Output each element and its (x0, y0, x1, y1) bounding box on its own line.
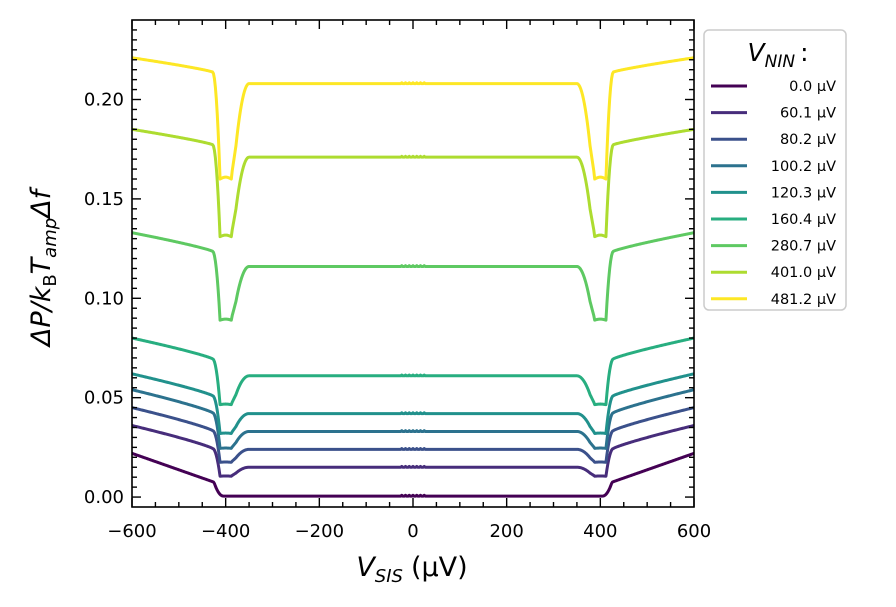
x-tick-label: 200 (489, 521, 523, 542)
series-line-4 (132, 372, 694, 435)
x-axis-unit: (µV) (411, 552, 468, 583)
legend-label: 481.2 µV (771, 292, 836, 308)
y-tick-label: 0.15 (84, 189, 124, 210)
series-line-1 (132, 424, 694, 478)
y-tick-label: 0.10 (84, 288, 124, 309)
legend: VNIN: 0.0 µV 60.1 µV 80.2 µV 100.2 µV 120.3 … (703, 29, 847, 311)
y-tick-label: 0.05 (84, 388, 124, 409)
x-axis-symbol: V (356, 552, 377, 583)
y-axis-label-part-3: Δf (26, 186, 57, 219)
legend-box (703, 29, 847, 311)
legend-entries: 0.0 µV 60.1 µV 80.2 µV 100.2 µV 120.3 µV 160.… (711, 79, 836, 308)
x-tick-labels: −600 −400 −200 0 200 400 600 (107, 521, 711, 542)
legend-title-subscript: NIN (765, 52, 796, 72)
x-tick-label: −200 (295, 521, 344, 542)
series-group (132, 56, 694, 498)
x-tick-label: 600 (677, 521, 711, 542)
y-tick-label: 0.00 (84, 487, 124, 508)
legend-title: VNIN: (748, 38, 809, 72)
series-line-6 (132, 231, 694, 322)
series-line-2 (132, 406, 694, 464)
series-line-8 (132, 56, 694, 181)
y-axis-label-sub-b: B (40, 274, 61, 286)
legend-title-suffix: : (800, 38, 808, 67)
series-line-7 (132, 127, 694, 239)
y-tick-label: 0.20 (84, 90, 124, 111)
y-axis-label: ΔP/kBTampΔf (26, 186, 61, 348)
series-line-0 (132, 451, 694, 498)
y-axis-label-part-2: T (26, 255, 57, 274)
legend-label: 60.1 µV (780, 106, 836, 122)
legend-label: 160.4 µV (771, 212, 836, 228)
x-axis-subscript: SIS (375, 566, 403, 587)
y-axis-label-part-1: ΔP/k (26, 285, 57, 348)
legend-label: 0.0 µV (789, 79, 836, 95)
series-line-3 (132, 388, 694, 450)
x-axis-label: VSIS (µV) (356, 552, 467, 587)
y-tick-labels: 0.00 0.05 0.10 0.15 0.20 (84, 90, 124, 509)
ticks-group (131, 20, 695, 507)
x-tick-label: 0 (407, 521, 418, 542)
legend-label: 80.2 µV (780, 132, 836, 148)
series-line-5 (132, 336, 694, 407)
legend-label: 120.3 µV (771, 185, 836, 201)
legend-label: 401.0 µV (771, 265, 836, 281)
x-tick-label: −600 (107, 521, 156, 542)
legend-label: 100.2 µV (771, 159, 836, 175)
legend-title-symbol: V (748, 38, 767, 67)
y-axis-label-sub-amp: amp (40, 218, 61, 258)
x-tick-label: 400 (583, 521, 617, 542)
legend-label: 280.7 µV (771, 239, 836, 255)
x-tick-label: −400 (201, 521, 250, 542)
